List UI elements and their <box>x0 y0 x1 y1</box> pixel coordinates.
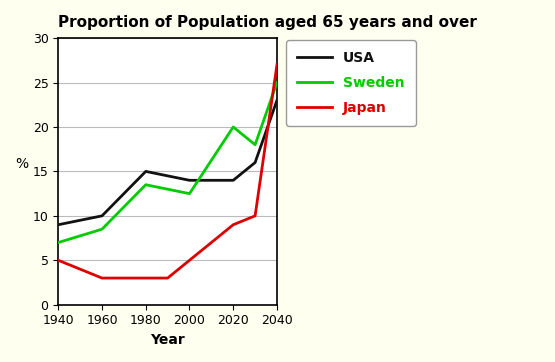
X-axis label: Year: Year <box>150 333 185 347</box>
Text: Proportion of Population aged 65 years and over: Proportion of Population aged 65 years a… <box>58 15 477 30</box>
Y-axis label: %: % <box>15 157 28 172</box>
Legend: USA, Sweden, Japan: USA, Sweden, Japan <box>286 40 416 126</box>
